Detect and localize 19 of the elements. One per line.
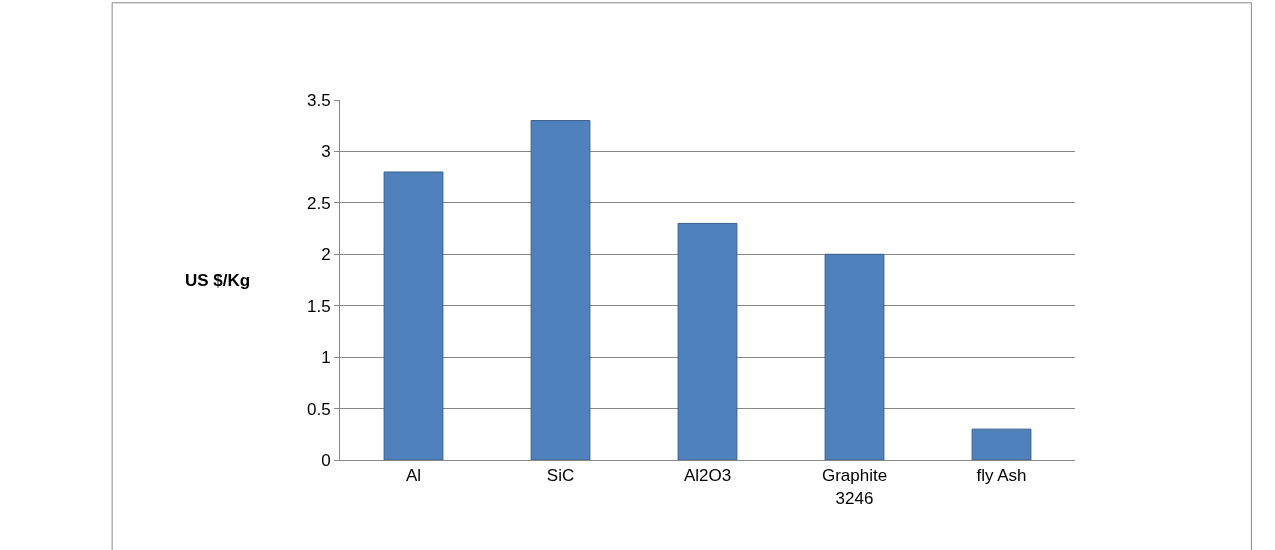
y-tick-label: 2 xyxy=(321,245,331,265)
y-tick-label: 3 xyxy=(321,142,331,162)
bar xyxy=(824,253,885,460)
bar xyxy=(530,120,591,460)
y-tick-label: 3.5 xyxy=(306,90,331,110)
y-tick-label: 1 xyxy=(321,348,331,368)
x-tick-label: fly Ash xyxy=(976,466,1027,486)
x-tick-label: SiC xyxy=(546,466,575,486)
bar xyxy=(971,428,1032,460)
y-tick-label: 0 xyxy=(321,450,331,470)
x-tick-label: Al xyxy=(405,466,422,486)
y-tick-label: 0.5 xyxy=(306,399,331,419)
bar xyxy=(677,222,738,460)
y-tick-label: 1.5 xyxy=(306,296,331,316)
x-tick-label: Al2O3 xyxy=(683,466,732,486)
y-axis-title: US $/Kg xyxy=(185,271,251,290)
bar xyxy=(383,171,444,460)
x-tick-label: Graphite 3246 xyxy=(821,466,888,508)
y-tick-label: 2.5 xyxy=(306,193,331,213)
